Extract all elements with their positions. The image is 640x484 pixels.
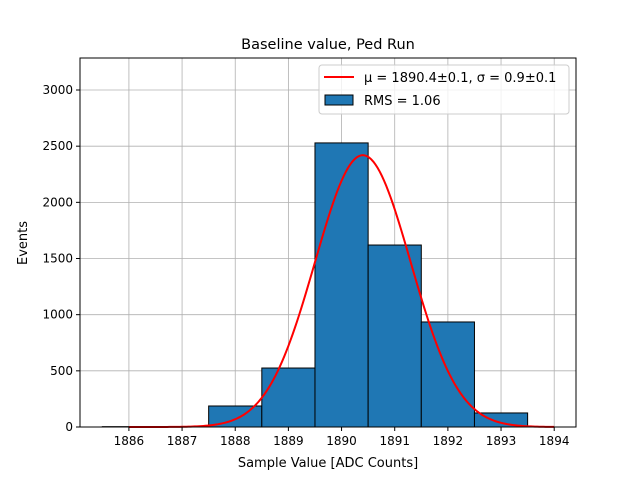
y-tick-label: 0 [65, 420, 73, 434]
y-tick-label: 2000 [42, 195, 73, 209]
legend-fit-label: μ = 1890.4±0.1, σ = 0.9±0.1 [364, 71, 556, 86]
x-tick-label: 1888 [220, 434, 251, 448]
y-axis-label: Events [16, 221, 31, 265]
legend-rms-label: RMS = 1.06 [364, 94, 441, 109]
x-tick-label: 1893 [486, 434, 517, 448]
chart-title: Baseline value, Ped Run [241, 37, 415, 53]
x-tick-label: 1890 [326, 434, 357, 448]
histogram-bar [421, 322, 474, 427]
x-tick-label: 1886 [114, 434, 145, 448]
bars [102, 143, 527, 427]
x-tick-label: 1887 [167, 434, 198, 448]
histogram-bar [315, 143, 368, 427]
y-axis-ticks: 0 500 1000 1500 2000 2500 3000 [42, 83, 80, 434]
y-tick-label: 2500 [42, 139, 73, 153]
x-axis-ticks: 1886 1887 1888 1889 1890 1891 1892 1893 1894 [114, 427, 570, 448]
y-tick-label: 1500 [42, 252, 73, 266]
histogram-bar [262, 368, 315, 427]
x-tick-label: 1892 [433, 434, 464, 448]
legend-bar-swatch [325, 95, 353, 105]
y-tick-label: 1000 [42, 308, 73, 322]
legend: μ = 1890.4±0.1, σ = 0.9±0.1 RMS = 1.06 [319, 65, 569, 114]
x-axis-label: Sample Value [ADC Counts] [238, 456, 418, 471]
x-tick-label: 1889 [273, 434, 304, 448]
x-tick-label: 1891 [379, 434, 410, 448]
y-tick-label: 500 [50, 364, 73, 378]
x-tick-label: 1894 [539, 434, 570, 448]
y-tick-label: 3000 [42, 83, 73, 97]
